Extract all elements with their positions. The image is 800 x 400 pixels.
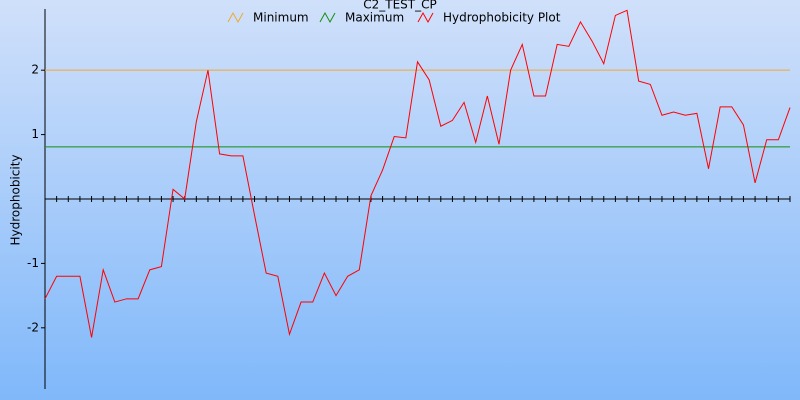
legend-label: Hydrophobicity Plot bbox=[443, 11, 561, 25]
chart-title: C2_TEST_CP bbox=[363, 0, 437, 12]
series-line bbox=[44, 9, 791, 338]
y-tick-label: -2 bbox=[27, 320, 39, 334]
legend-icon bbox=[417, 11, 434, 24]
y-axis-label: Hydrophobicity bbox=[9, 154, 23, 245]
legend-label: Maximum bbox=[345, 11, 404, 25]
y-tick-label: -1 bbox=[27, 256, 39, 270]
legend-label: Minimum bbox=[253, 11, 309, 25]
legend-icon bbox=[227, 11, 244, 24]
y-tick-label: 1 bbox=[31, 127, 39, 141]
legend-icon bbox=[319, 11, 336, 24]
y-tick-label: 2 bbox=[31, 63, 39, 77]
